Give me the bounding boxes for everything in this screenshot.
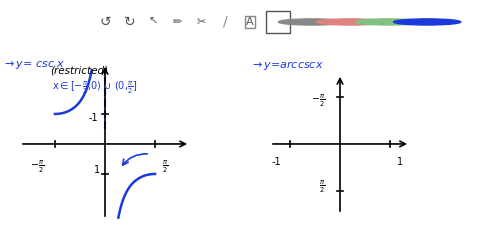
Text: x$\in$[$-\frac{\pi}{2}$,0) $\cup$ (0,$\frac{\pi}{2}$]: x$\in$[$-\frac{\pi}{2}$,0) $\cup$ (0,$\f… [52,79,138,96]
Circle shape [394,19,461,25]
Bar [266,11,290,33]
Text: $-\frac{\pi}{2}$: $-\frac{\pi}{2}$ [30,158,44,175]
Text: 1: 1 [397,157,403,167]
Text: ↻: ↻ [124,15,135,29]
Text: /: / [223,15,228,29]
Text: $\frac{\pi}{2}$: $\frac{\pi}{2}$ [319,179,325,195]
Text: -1: -1 [88,113,98,123]
Circle shape [278,19,346,25]
Text: (restricted): (restricted) [50,66,108,76]
Text: $-\frac{\pi}{2}$: $-\frac{\pi}{2}$ [311,92,325,109]
Circle shape [355,19,422,25]
Text: $\rightarrow$y=arccscx: $\rightarrow$y=arccscx [250,59,324,72]
Text: ✂: ✂ [197,17,206,27]
Text: 1: 1 [94,165,100,175]
Text: A: A [246,17,253,27]
Circle shape [317,19,384,25]
Text: ↺: ↺ [100,15,111,29]
Text: -1: -1 [271,157,281,167]
Text: ↖: ↖ [149,17,158,27]
Text: $\frac{\pi}{2}$: $\frac{\pi}{2}$ [162,158,168,175]
Text: ✏: ✏ [173,17,182,27]
Text: $\rightarrow$y= csc x: $\rightarrow$y= csc x [2,59,65,71]
